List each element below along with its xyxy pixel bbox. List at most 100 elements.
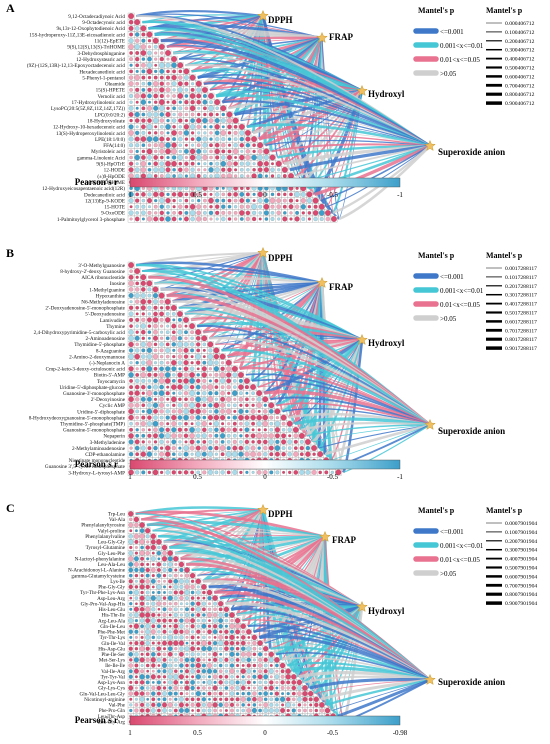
correlation-circle <box>166 361 170 365</box>
row-label: Hypoxanthine <box>96 293 126 299</box>
correlation-circle <box>184 192 189 197</box>
correlation-circle <box>135 162 139 166</box>
row-label: Ile-Ile-Ile <box>105 663 126 669</box>
correlation-circle <box>168 607 172 612</box>
correlation-circle <box>129 529 133 533</box>
width-label: 0.7007901904 <box>505 583 537 589</box>
correlation-circle <box>159 56 164 62</box>
correlation-circle <box>190 361 194 365</box>
correlation-circle <box>244 433 249 438</box>
correlation-circle <box>239 434 243 438</box>
correlation-circle <box>173 618 178 623</box>
correlation-circle <box>262 396 269 403</box>
mantel-link <box>227 355 431 426</box>
correlation-circle <box>167 668 173 674</box>
correlation-circle <box>156 573 162 578</box>
colorbar-tick-label: -1 <box>397 473 403 481</box>
correlation-circle <box>224 680 229 685</box>
correlation-circle <box>275 470 280 475</box>
correlation-circle <box>276 198 282 204</box>
correlation-circle <box>239 130 245 136</box>
correlation-circle <box>162 663 167 668</box>
correlation-circle <box>221 125 225 129</box>
correlation-circle <box>196 174 201 178</box>
correlation-circle <box>158 378 165 384</box>
correlation-circle <box>293 451 299 457</box>
correlation-circle <box>153 397 158 401</box>
correlation-circle <box>134 612 139 618</box>
correlation-circle <box>146 354 152 360</box>
correlation-circle <box>184 685 190 691</box>
correlation-circle <box>213 347 220 354</box>
correlation-circle <box>215 136 220 142</box>
correlation-circle <box>146 105 153 111</box>
correlation-circle <box>324 209 331 216</box>
correlation-circle <box>209 217 213 221</box>
correlation-circle <box>152 136 159 142</box>
correlation-circle <box>189 148 196 155</box>
correlation-circle <box>250 414 256 421</box>
correlation-circle <box>141 192 146 197</box>
correlation-circle <box>183 403 189 408</box>
correlation-circle <box>213 636 217 639</box>
correlation-circle <box>146 390 153 396</box>
correlation-circle <box>157 697 161 701</box>
correlation-circle <box>196 596 200 600</box>
correlation-circle <box>134 118 140 123</box>
correlation-circle <box>159 439 164 445</box>
correlation-circle <box>129 545 133 550</box>
correlation-circle <box>140 99 147 105</box>
correlation-circle <box>269 197 276 204</box>
correlation-circle <box>134 663 139 668</box>
correlation-circle <box>154 131 158 135</box>
mantel-link <box>332 145 431 214</box>
correlation-circle <box>196 470 200 475</box>
correlation-circle <box>318 470 322 475</box>
correlation-circle <box>206 679 213 685</box>
correlation-circle <box>160 324 164 328</box>
correlation-circle <box>292 697 296 702</box>
correlation-circle <box>189 191 196 198</box>
correlation-circle <box>190 702 195 707</box>
correlation-circle <box>238 414 244 421</box>
correlation-circle <box>262 414 269 421</box>
correlation-circle <box>246 651 252 657</box>
correlation-circle <box>214 470 219 475</box>
correlation-circle <box>133 606 139 612</box>
correlation-circle <box>250 384 256 390</box>
row-label: (±)9-HpODE <box>97 173 125 180</box>
correlation-circle <box>230 708 234 713</box>
correlation-circle <box>256 421 262 427</box>
correlation-circle <box>153 348 158 353</box>
correlation-circle <box>145 584 150 590</box>
correlation-circle <box>225 359 232 366</box>
mantel-width-title: Mantel's p <box>486 506 523 515</box>
correlation-circle <box>239 154 245 161</box>
row-label: N-lactoyl-phenylalanine <box>75 557 126 563</box>
correlation-circle <box>165 470 170 475</box>
correlation-circle <box>203 162 207 166</box>
correlation-circle <box>157 630 161 634</box>
correlation-circle <box>145 595 151 601</box>
mantel-link <box>233 282 323 364</box>
correlation-circle <box>153 440 158 444</box>
row-label: 1-Palmitoylglycerol 3-phosphate <box>57 217 126 223</box>
correlation-circle <box>135 143 140 148</box>
correlation-circle <box>275 686 279 690</box>
correlation-circle <box>232 469 238 475</box>
correlation-circle <box>263 691 269 696</box>
correlation-circle <box>128 198 134 204</box>
correlation-circle <box>252 680 256 684</box>
correlation-circle <box>224 709 228 712</box>
correlation-circle <box>240 623 246 629</box>
correlation-circle <box>174 669 178 673</box>
correlation-circle <box>173 584 179 590</box>
correlation-circle <box>189 402 195 409</box>
correlation-circle <box>207 451 214 457</box>
correlation-circle <box>245 161 251 166</box>
correlation-circle <box>170 304 177 311</box>
target-star-icon <box>356 84 368 96</box>
correlation-circle <box>226 408 232 415</box>
correlation-circle <box>190 137 195 141</box>
correlation-circle <box>153 105 159 111</box>
